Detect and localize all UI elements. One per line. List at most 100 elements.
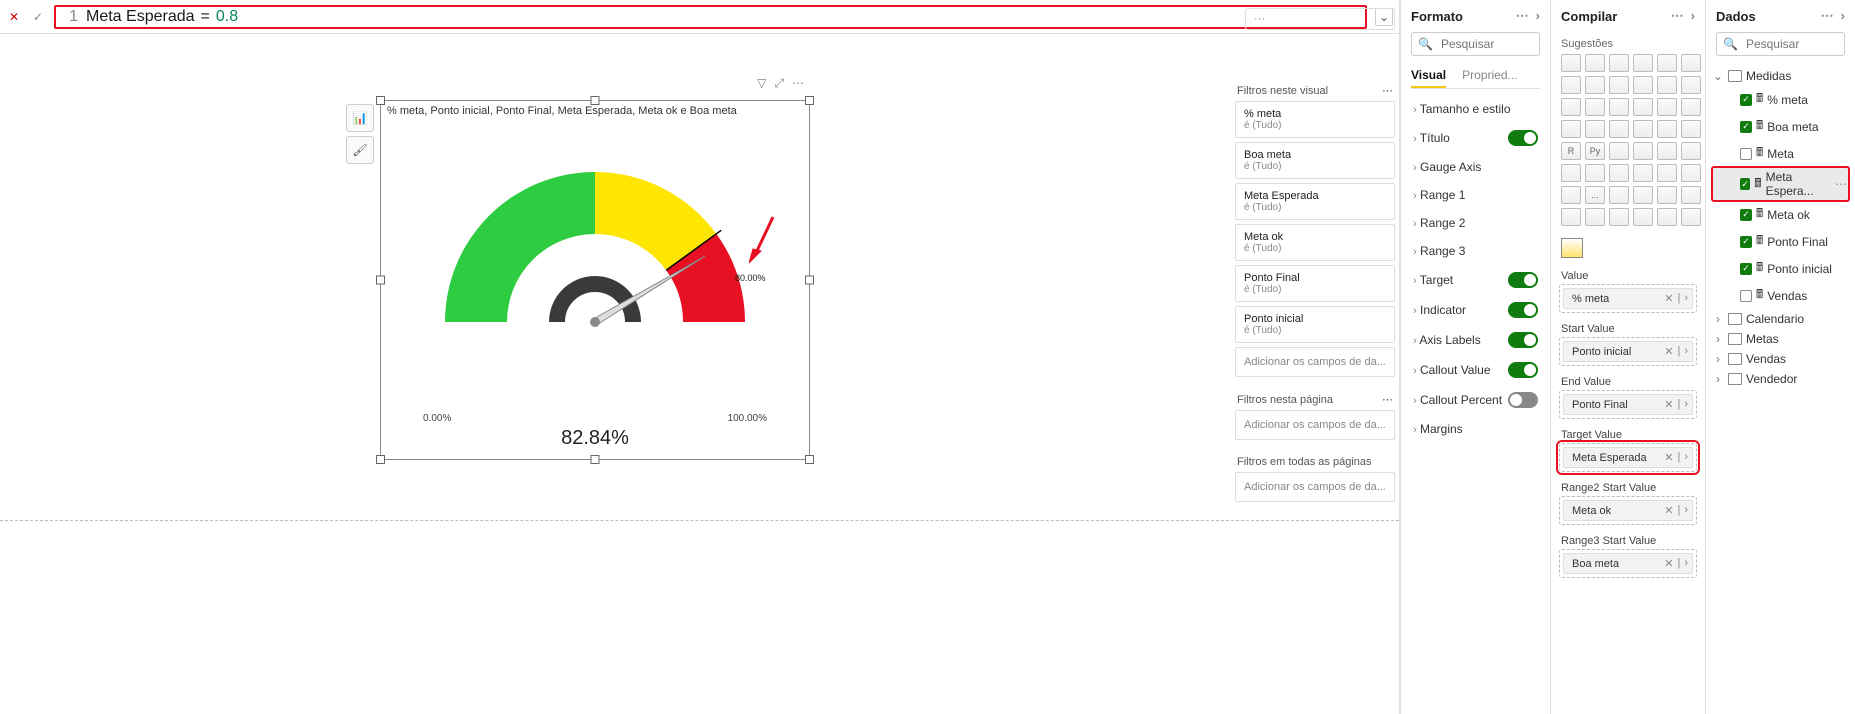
format-section-row[interactable]: › Gauge Axis (1401, 153, 1550, 181)
filter-card[interactable]: Ponto inicialé (Tudo) (1235, 306, 1395, 343)
table-node[interactable]: ›Vendas (1712, 349, 1849, 369)
viz-type-icon[interactable] (1609, 208, 1629, 226)
tab-visual[interactable]: Visual (1411, 64, 1446, 88)
resize-handle[interactable] (376, 455, 385, 464)
viz-type-icon[interactable] (1681, 186, 1701, 204)
format-section-row[interactable]: › Axis Labels (1401, 325, 1550, 355)
field-chip[interactable]: Ponto Final ✕|› (1563, 394, 1693, 415)
resize-handle[interactable] (805, 455, 814, 464)
filter-card[interactable]: Meta Esperadaé (Tudo) (1235, 183, 1395, 220)
field-chip[interactable]: Boa meta ✕|› (1563, 553, 1693, 574)
commit-formula-icon[interactable]: ✓ (30, 10, 46, 24)
remove-field-icon[interactable]: ✕ (1664, 345, 1673, 358)
viz-type-icon[interactable] (1585, 98, 1605, 116)
field-checkbox[interactable]: ✓ (1740, 121, 1752, 133)
viz-type-icon[interactable] (1609, 186, 1629, 204)
field-checkbox[interactable]: ✓ (1740, 236, 1752, 248)
field-checkbox[interactable]: ✓ (1740, 178, 1750, 190)
viz-type-icon[interactable] (1681, 208, 1701, 226)
collapse-pane-icon[interactable]: › (1841, 8, 1845, 23)
remove-field-icon[interactable]: ✕ (1664, 504, 1673, 517)
dax-formula-input[interactable]: 1 Meta Esperada = 0.8 (54, 5, 1367, 29)
measure-node[interactable]: ✓ 🖩 Ponto Final (1712, 228, 1849, 255)
field-chip[interactable]: Ponto inicial ✕|› (1563, 341, 1693, 362)
remove-field-icon[interactable]: ✕ (1664, 557, 1673, 570)
field-chip[interactable]: % meta ✕|› (1563, 288, 1693, 309)
format-paint-icon[interactable]: 🖌 (346, 136, 374, 164)
viz-type-icon[interactable] (1657, 98, 1677, 116)
field-checkbox[interactable] (1740, 290, 1752, 302)
more-icon[interactable]: ⋯ (1382, 84, 1393, 97)
more-icon[interactable]: ⋯ (1671, 8, 1685, 23)
field-menu-icon[interactable]: › (1684, 292, 1688, 305)
viz-type-icon[interactable] (1657, 164, 1677, 182)
viz-type-icon[interactable] (1681, 98, 1701, 116)
viz-type-icon[interactable] (1609, 142, 1629, 160)
selected-visual-thumb[interactable] (1561, 238, 1583, 258)
format-section-row[interactable]: › Range 2 (1401, 209, 1550, 237)
viz-type-icon[interactable] (1633, 54, 1653, 72)
table-node[interactable]: ›Calendario (1712, 309, 1849, 329)
field-checkbox[interactable]: ✓ (1740, 94, 1752, 106)
filter-card[interactable]: Boa metaé (Tudo) (1235, 142, 1395, 179)
viz-type-icon[interactable] (1561, 54, 1581, 72)
field-well[interactable]: Boa meta ✕|› (1559, 549, 1697, 578)
remove-field-icon[interactable]: ✕ (1664, 292, 1673, 305)
viz-type-icon[interactable] (1609, 76, 1629, 94)
measure-node[interactable]: 🖩 Meta (1712, 140, 1849, 167)
field-well[interactable]: % meta ✕|› (1559, 284, 1697, 313)
report-canvas[interactable]: ✕ ✓ 1 Meta Esperada = 0.8 ⌄ 📊 🖌 ▽ ⤢ ⋯ (0, 0, 1400, 714)
viz-type-icon[interactable] (1561, 98, 1581, 116)
viz-type-icon[interactable]: ... (1585, 186, 1605, 204)
viz-type-icon[interactable] (1609, 54, 1629, 72)
resize-handle[interactable] (591, 96, 600, 105)
format-search[interactable]: 🔍 (1411, 32, 1540, 56)
measure-node[interactable]: ✓ 🖩 Ponto inicial (1712, 255, 1849, 282)
field-checkbox[interactable]: ✓ (1740, 209, 1752, 221)
field-menu-icon[interactable]: › (1684, 345, 1688, 358)
viz-type-icon[interactable] (1633, 142, 1653, 160)
viz-type-icon[interactable] (1681, 120, 1701, 138)
format-section-row[interactable]: › Tamanho e estilo (1401, 95, 1550, 123)
viz-type-icon[interactable] (1609, 98, 1629, 116)
viz-type-icon[interactable] (1585, 164, 1605, 182)
viz-type-icon[interactable] (1681, 76, 1701, 94)
field-chip[interactable]: Meta ok ✕|› (1563, 500, 1693, 521)
viz-type-icon[interactable] (1585, 76, 1605, 94)
more-icon[interactable]: ⋯ (1516, 8, 1530, 23)
format-section-row[interactable]: › Indicator (1401, 295, 1550, 325)
viz-type-icon[interactable] (1609, 164, 1629, 182)
viz-type-icon[interactable]: R (1561, 142, 1581, 160)
format-section-row[interactable]: › Target (1401, 265, 1550, 295)
toggle[interactable] (1508, 272, 1538, 288)
toggle[interactable] (1508, 332, 1538, 348)
field-menu-icon[interactable]: › (1684, 504, 1688, 517)
measure-node[interactable]: ✓ 🖩 Meta Espera...⋯ (1712, 167, 1849, 201)
viz-type-icon[interactable] (1633, 164, 1653, 182)
filter-card[interactable]: Meta oké (Tudo) (1235, 224, 1395, 261)
viz-type-icon[interactable] (1585, 120, 1605, 138)
measure-node[interactable]: ✓ 🖩 Boa meta (1712, 113, 1849, 140)
field-chip[interactable]: Meta Esperada ✕|› (1563, 447, 1693, 468)
add-filter-all[interactable]: Adicionar os campos de da... (1235, 472, 1395, 502)
field-well[interactable]: Meta Esperada ✕|› (1559, 443, 1697, 472)
toggle[interactable] (1508, 362, 1538, 378)
more-icon[interactable]: ⋯ (792, 76, 804, 91)
more-icon[interactable]: ⋯ (1821, 8, 1835, 23)
viz-type-icon[interactable] (1561, 186, 1581, 204)
format-section-row[interactable]: › Callout Percent (1401, 385, 1550, 415)
viz-type-icon[interactable] (1657, 76, 1677, 94)
tab-general[interactable]: Propried... (1462, 64, 1517, 88)
measure-node[interactable]: 🖩 Vendas (1712, 282, 1849, 309)
viz-type-icon[interactable] (1561, 120, 1581, 138)
viz-type-icon[interactable] (1609, 120, 1629, 138)
viz-type-icon[interactable] (1633, 98, 1653, 116)
focus-icon[interactable]: ⤢ (774, 76, 784, 91)
viz-type-icon[interactable] (1633, 120, 1653, 138)
viz-type-icon[interactable] (1681, 54, 1701, 72)
collapse-pane-icon[interactable]: › (1691, 8, 1695, 23)
viz-type-icon[interactable] (1657, 142, 1677, 160)
data-search-input[interactable] (1744, 36, 1855, 52)
filter-card[interactable]: Ponto Finalé (Tudo) (1235, 265, 1395, 302)
viz-type-icon[interactable] (1633, 186, 1653, 204)
